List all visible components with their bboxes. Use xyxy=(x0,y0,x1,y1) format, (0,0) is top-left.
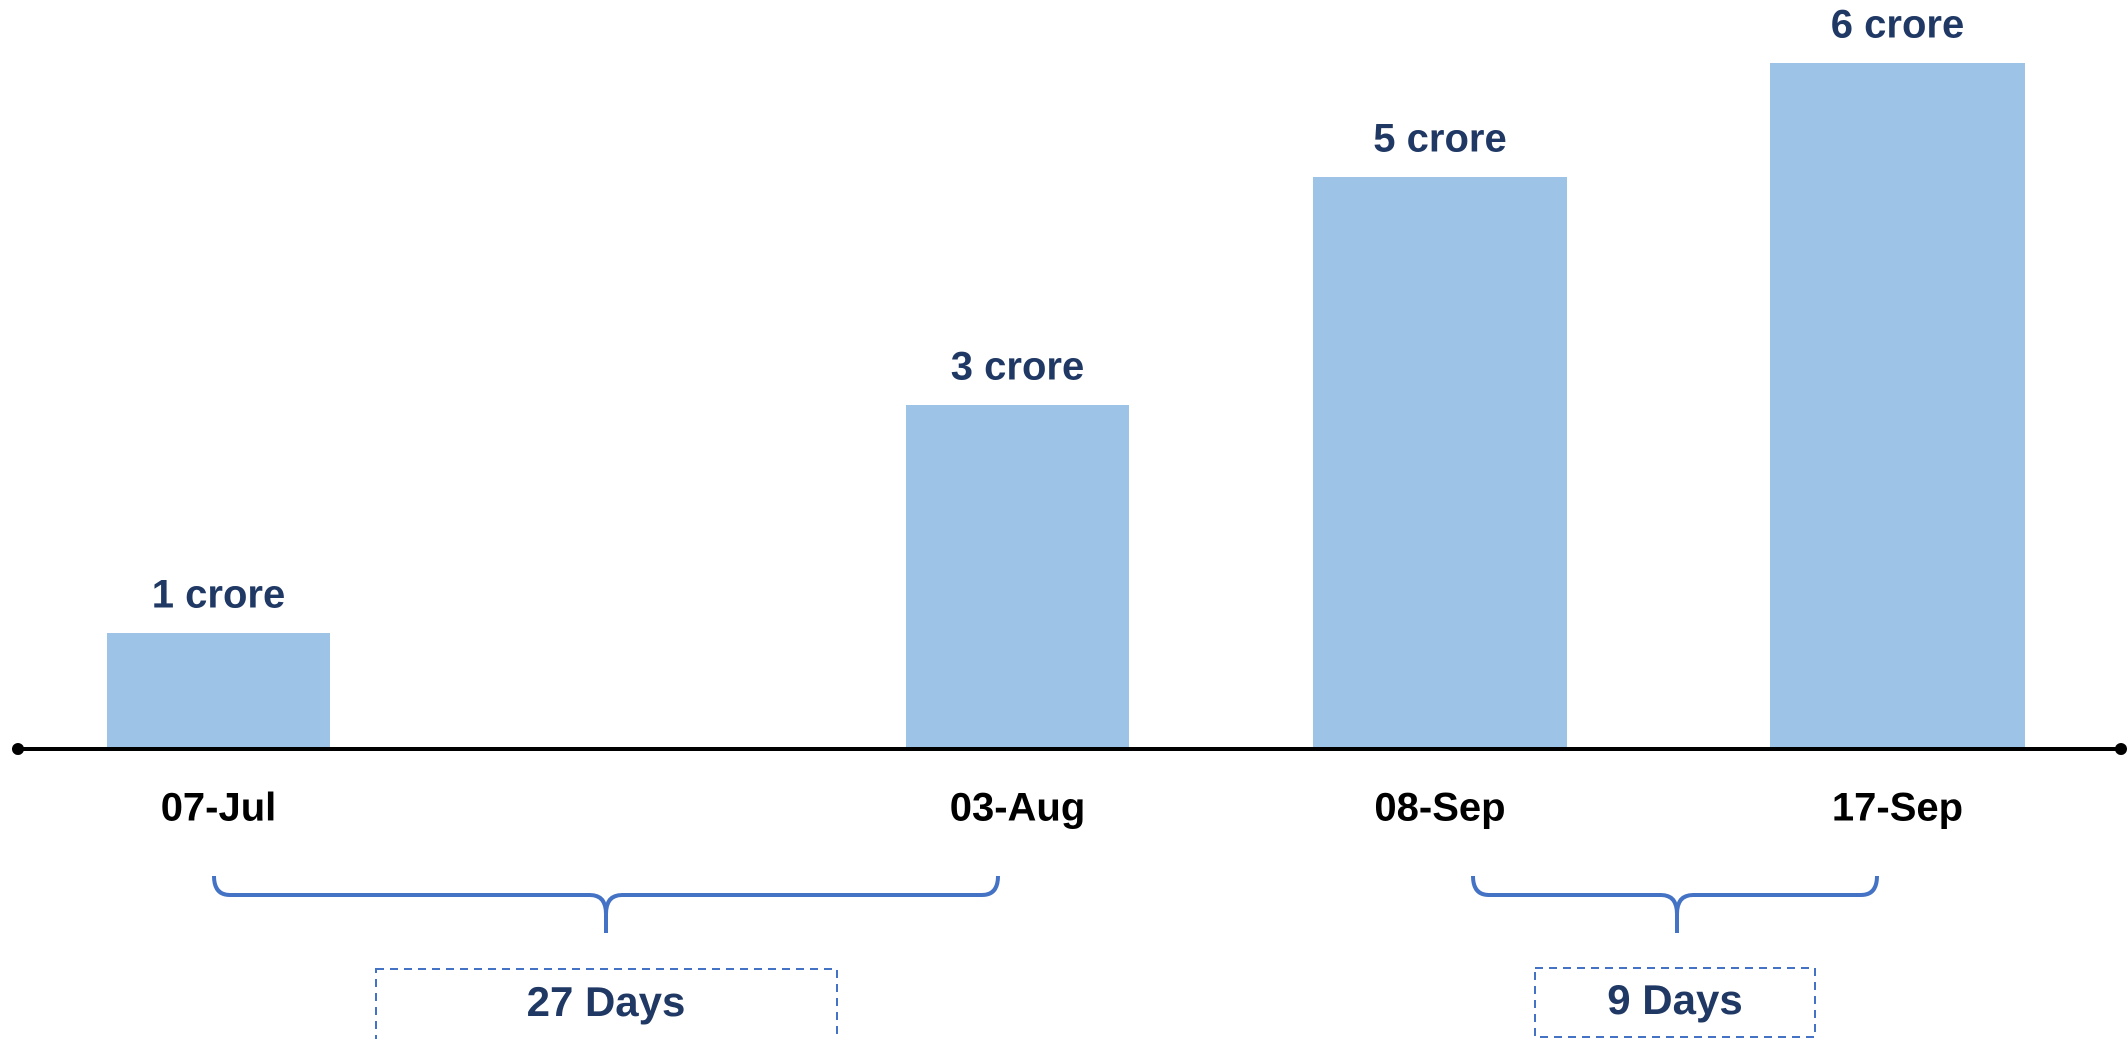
x-tick-label: 17-Sep xyxy=(1832,786,1963,830)
annotation-box xyxy=(375,968,838,1039)
x-tick-label: 03-Aug xyxy=(950,786,1086,830)
annotation: 27 Days xyxy=(527,978,686,1025)
value-label: 6 crore xyxy=(1831,3,1964,47)
bar xyxy=(107,633,330,747)
value-label: 1 crore xyxy=(152,573,285,617)
bar xyxy=(1313,177,1567,747)
value-label: 5 crore xyxy=(1373,117,1506,161)
bracket xyxy=(1471,875,1879,933)
x-tick-label: 07-Jul xyxy=(161,786,277,830)
value-label: 3 crore xyxy=(951,345,1084,389)
annotation-box xyxy=(1534,967,1816,1038)
axis-end xyxy=(12,743,24,755)
axis-end xyxy=(2115,743,2127,755)
x-tick-label: 08-Sep xyxy=(1374,786,1505,830)
bracket xyxy=(212,875,1000,933)
annotation: 9 Days xyxy=(1607,976,1742,1023)
bar xyxy=(1770,63,2025,747)
bar xyxy=(906,405,1129,747)
